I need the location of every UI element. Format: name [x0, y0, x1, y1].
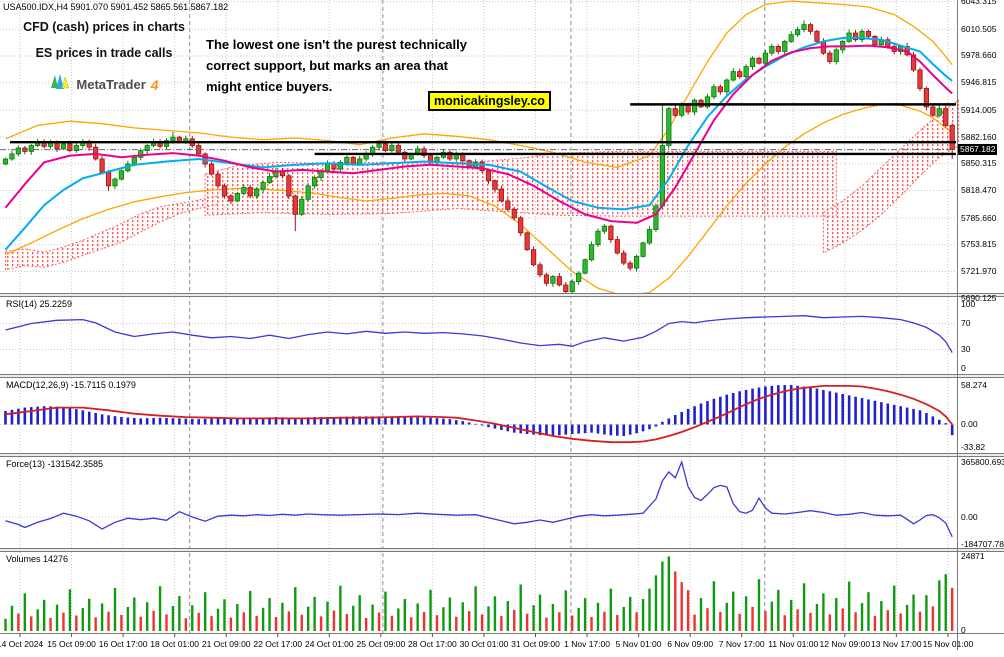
- price-tick-label: 5721.970: [961, 266, 997, 277]
- time-label: 13 Nov 17:00: [871, 639, 922, 649]
- annotation-line-2: correct support, but marks an area that: [206, 58, 449, 73]
- current-price-box: 5867.182: [958, 143, 998, 155]
- rsi-tick-label: 30: [961, 344, 971, 354]
- price-tick-label: 5785.660: [961, 212, 997, 223]
- time-label: 7 Nov 17:00: [718, 639, 765, 649]
- time-label: 18 Oct 01:00: [150, 639, 199, 649]
- rsi-tick-label: 100: [961, 298, 976, 309]
- metatrader-brand: MetaTrader 4: [12, 72, 196, 97]
- info-box: CFD (cash) prices in charts ES prices in…: [12, 20, 196, 97]
- time-label: 28 Oct 17:00: [408, 639, 457, 649]
- price-tick-label: 5850.315: [961, 158, 997, 169]
- volumes-panel-label: Volumes 14276: [6, 554, 69, 564]
- annotation-line-1: The lowest one isn't the purest technica…: [206, 37, 467, 52]
- force-tick-label: -184707.78: [961, 539, 1004, 550]
- metatrader-logo-icon: [49, 72, 71, 97]
- brand-number: 4: [150, 76, 159, 93]
- rsi-tick-label: 70: [961, 318, 971, 328]
- time-label: 11 Nov 01:00: [768, 639, 819, 649]
- watermark-label: monicakingsley.co: [428, 91, 551, 111]
- price-tick-label: 5946.815: [961, 77, 997, 88]
- price-tick-label: 5882.160: [961, 131, 997, 142]
- time-label: 12 Nov 09:00: [819, 639, 871, 649]
- force-tick-label: 365800.693: [961, 456, 1004, 467]
- time-label: 15 Oct 09:00: [47, 639, 96, 649]
- time-label: 30 Oct 01:00: [459, 639, 509, 649]
- volumes-tick-label: 24871: [961, 551, 985, 561]
- volumes-tick-label: 0: [961, 624, 966, 635]
- time-label: 6 Nov 09:00: [667, 639, 714, 649]
- price-tick-label: 6043.315: [961, 0, 997, 7]
- rsi-panel-label: RSI(14) 25.2259: [6, 299, 73, 309]
- annotation-text: The lowest one isn't the purest technica…: [206, 34, 467, 97]
- time-label: 25 Oct 09:00: [356, 639, 406, 649]
- time-label: 5 Nov 01:00: [615, 639, 662, 649]
- macd-tick-label: 0.00: [961, 419, 978, 430]
- time-label: 24 Oct 01:00: [304, 639, 354, 649]
- info-line-1: CFD (cash) prices in charts: [23, 20, 185, 34]
- macd-tick-label: 58.274: [961, 379, 987, 390]
- price-tick-label: 6010.505: [961, 23, 997, 34]
- price-tick-label: 5753.815: [961, 239, 997, 250]
- time-label: 31 Oct 09:00: [511, 639, 560, 649]
- time-label: 15 Nov 01:00: [922, 639, 974, 649]
- time-label: 22 Oct 17:00: [253, 639, 303, 649]
- price-tick-label: 5818.470: [961, 184, 997, 195]
- time-label: 21 Oct 09:00: [201, 639, 251, 649]
- brand-name: MetaTrader: [76, 77, 146, 92]
- time-label: 16 Oct 17:00: [98, 639, 148, 649]
- rsi-tick-label: 0: [961, 363, 966, 374]
- price-tick-label: 5978.660: [961, 50, 997, 61]
- time-label: 14 Oct 2024: [0, 639, 44, 649]
- macd-panel-label: MACD(12,26,9) -15.7115 0.1979: [6, 380, 136, 390]
- info-line-2: ES prices in trade calls: [35, 46, 173, 60]
- chart-title: USA500.IDX,H4 5901.070 5901.452 5865.561…: [3, 2, 229, 12]
- force-tick-label: 0.00: [961, 511, 978, 522]
- price-tick-label: 5914.005: [961, 104, 997, 115]
- time-label: 1 Nov 17:00: [564, 639, 610, 649]
- price-tick-label: 5690.125: [961, 292, 997, 303]
- annotation-line-3: might entice buyers.: [206, 79, 333, 94]
- force-panel-label: Force(13) -131542.3585: [6, 459, 104, 469]
- macd-tick-label: -33.82: [961, 441, 986, 452]
